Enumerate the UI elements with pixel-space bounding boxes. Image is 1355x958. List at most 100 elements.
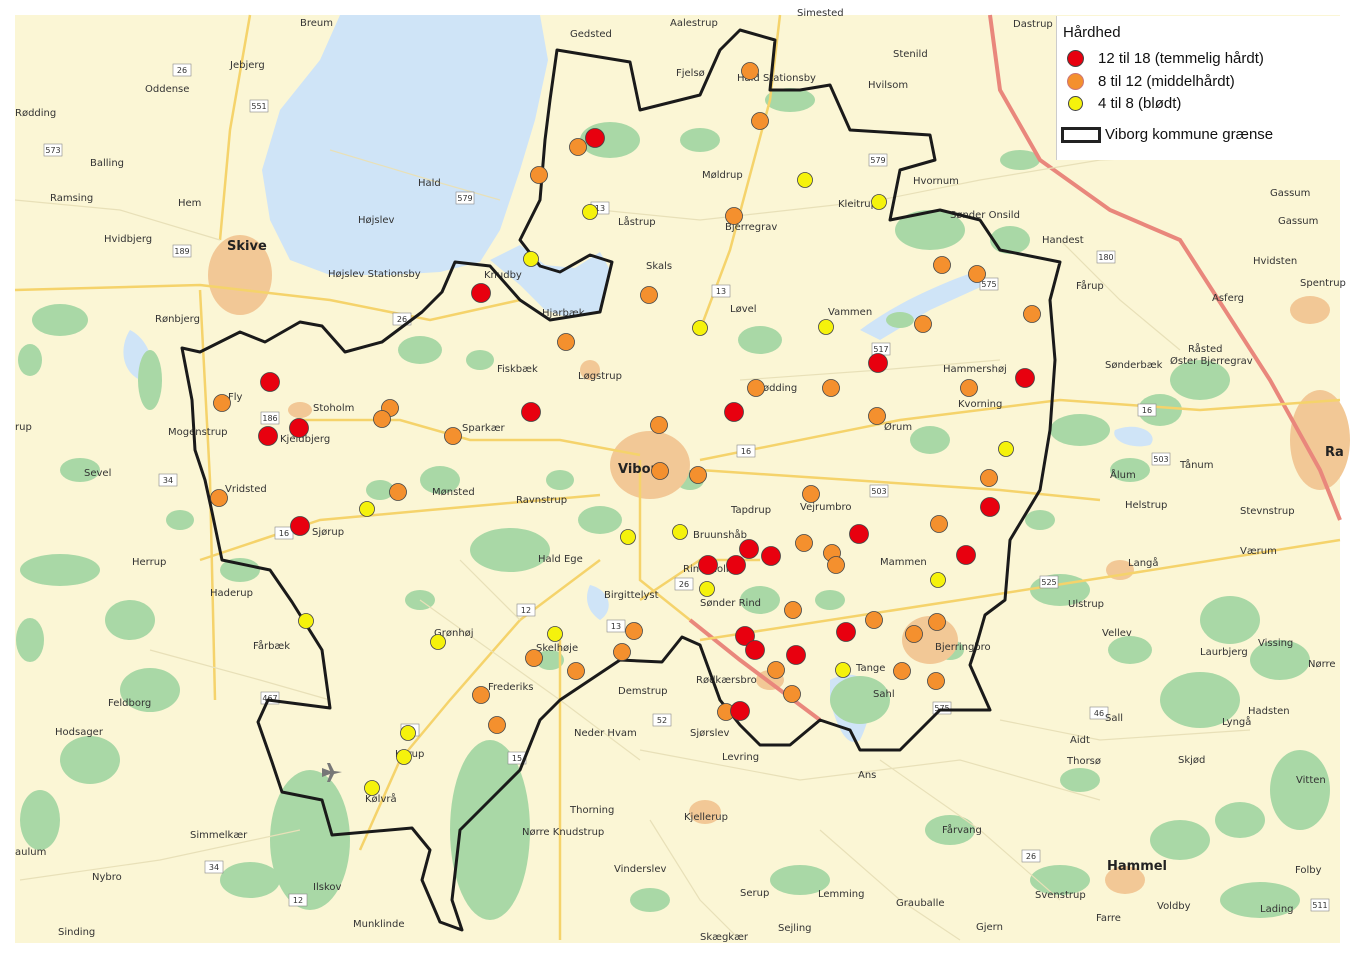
road-number: 26 — [177, 66, 187, 75]
place-label: Låstrup — [618, 215, 656, 228]
forest-area — [420, 466, 460, 494]
place-label: Stoholm — [313, 403, 354, 414]
yellow-sample-point — [364, 780, 380, 796]
forest-area — [60, 458, 100, 482]
place-label: Rødkærsbro — [696, 675, 757, 686]
shield-box — [516, 603, 536, 617]
forest-area — [740, 586, 780, 614]
place-label: Herrup — [132, 557, 166, 568]
place-label: Simested — [797, 8, 844, 19]
red-sample-point — [724, 402, 744, 422]
place-label: Hvidsten — [1253, 256, 1297, 267]
place-label: Tånum — [1179, 458, 1214, 471]
place-label: Vissing — [1258, 638, 1293, 649]
yellow-sample-point — [620, 529, 636, 545]
red-sample-point — [849, 524, 869, 544]
minor-road — [599, 199, 881, 221]
forest-area — [578, 506, 622, 534]
road-number: 15 — [512, 754, 522, 763]
forest-area — [910, 426, 950, 454]
place-label: Sønderbæk — [1105, 360, 1163, 371]
urban-area — [1105, 866, 1145, 894]
road-number-shield: 34 — [158, 473, 178, 487]
place-label: Rødding — [756, 383, 797, 394]
place-label: Neder Hvam — [574, 728, 637, 739]
place-label: Rønbjerg — [155, 314, 200, 325]
place-label: Kjellerup — [684, 812, 728, 823]
place-label: Hadsten — [1248, 706, 1290, 717]
legend-item-medium: 8 til 12 (middelhårdt) — [1067, 73, 1235, 90]
forest-area — [680, 128, 720, 152]
urban-area — [580, 360, 600, 380]
yellow-sample-point — [930, 572, 946, 588]
road-number-shield: 503 — [1151, 452, 1171, 466]
road-number: 573 — [45, 146, 60, 155]
place-label: Farre — [1096, 913, 1121, 924]
road-number-shield: 180 — [1096, 250, 1116, 264]
water-layer — [123, 15, 1153, 742]
shield-box — [288, 893, 308, 907]
main-road — [300, 418, 641, 457]
legend-title: Hårdhed — [1063, 24, 1121, 41]
road-number: 12 — [293, 896, 303, 905]
water-body — [1114, 426, 1153, 447]
forest-area — [738, 326, 782, 354]
yellow-sample-point — [582, 204, 598, 220]
yellow-sample-point — [523, 251, 539, 267]
road-number: 16 — [741, 447, 751, 456]
orange-sample-point — [725, 207, 743, 225]
place-label: Nørre Knudstrup — [522, 827, 604, 838]
road-number-shield: 46 — [1089, 706, 1109, 720]
place-label: Folby — [1295, 865, 1322, 876]
place-label: Hammel — [1107, 859, 1167, 874]
orange-sample-point — [557, 333, 575, 351]
road-number: 467 — [262, 694, 277, 703]
shield-box — [868, 153, 888, 167]
red-sample-point — [761, 546, 781, 566]
place-labels: Breum Gedsted Aalestrup Jebjerg Oddense Røddi… — [15, 8, 1346, 943]
forest-area — [1138, 394, 1182, 426]
road-number-shield: 579 — [868, 153, 888, 167]
place-label: Nørre — [1308, 659, 1336, 670]
orange-sample-point — [472, 686, 490, 704]
road-number: 46 — [1094, 709, 1104, 718]
forest-area — [220, 862, 280, 898]
place-label: Højslev — [358, 215, 395, 226]
place-label: Frederiks — [488, 682, 533, 693]
place-label: Laurbjerg — [1200, 647, 1248, 658]
red-sample-point — [735, 626, 755, 646]
place-label: Bruunshåb — [693, 528, 747, 541]
legend: Hårdhed 12 til 18 (temmelig hårdt) 8 til… — [1056, 16, 1341, 160]
orange-sample-point — [827, 556, 845, 574]
forest-area — [166, 510, 194, 530]
orange-sample-point — [905, 625, 923, 643]
minor-road — [14, 199, 221, 241]
hardness-sample-points — [210, 62, 1041, 796]
urban-area — [689, 800, 721, 824]
forest-area — [270, 770, 350, 910]
place-label: Sejling — [778, 923, 812, 934]
orange-sample-point — [613, 643, 631, 661]
orange-sample-point — [927, 672, 945, 690]
red-sample-point — [260, 372, 280, 392]
road-number-shield: 517 — [871, 342, 891, 356]
place-label: Skelhøje — [536, 643, 578, 654]
yellow-dot-icon — [1068, 96, 1083, 111]
minor-road — [149, 649, 331, 701]
shield-box — [172, 63, 192, 77]
urban-area — [610, 431, 690, 499]
water-body — [262, 15, 548, 275]
urban-area — [1290, 296, 1330, 324]
place-label: Kleitrup — [838, 199, 877, 210]
orange-sample-point — [802, 485, 820, 503]
forest-area — [366, 480, 394, 500]
orange-sample-point — [530, 166, 548, 184]
place-label: Vammen — [828, 307, 872, 318]
legend-item-boundary: Viborg kommune grænse — [1061, 126, 1273, 143]
place-label: Ravnstrup — [516, 495, 567, 506]
urban-area — [288, 402, 312, 418]
orange-sample-point — [914, 315, 932, 333]
road-number: 503 — [1153, 455, 1168, 464]
water-body — [587, 585, 609, 620]
